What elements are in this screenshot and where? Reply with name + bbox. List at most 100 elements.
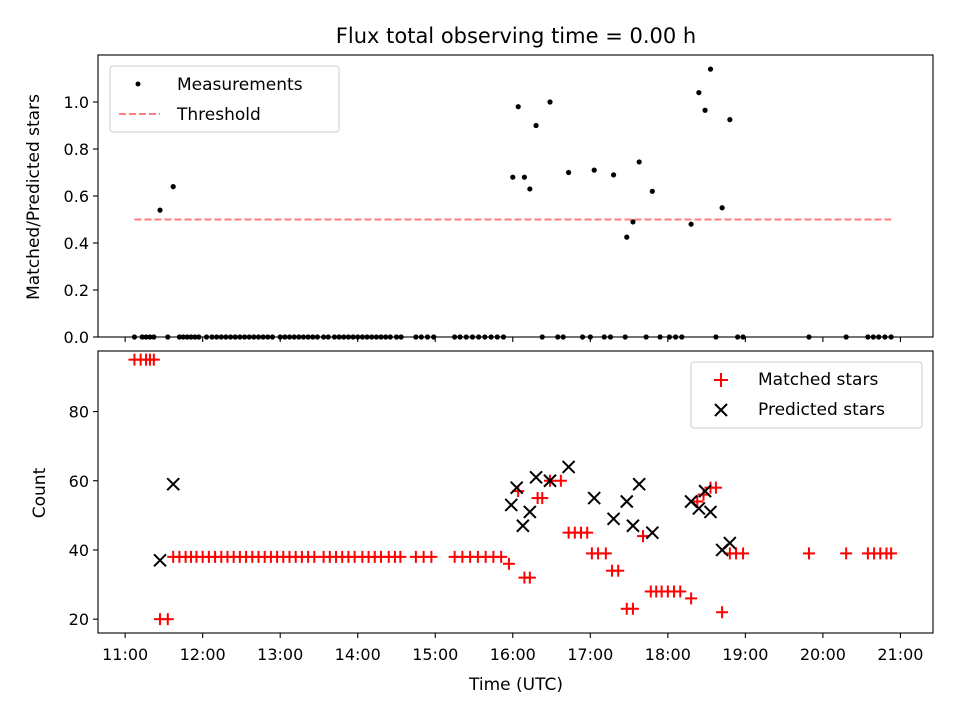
measurement-point (393, 334, 400, 340)
measurement-point (469, 334, 476, 340)
bottom-x-tick-label: 14:00 (335, 645, 381, 664)
matched-star-marker (495, 550, 508, 563)
measurement-point (657, 334, 663, 340)
measurement-point (865, 334, 871, 340)
predicted-star-marker (692, 501, 706, 516)
measurement-point (227, 334, 234, 340)
bottom-y-axis-label: Count (30, 467, 50, 518)
measurement-point (203, 334, 210, 340)
top-legend: Measurements Threshold (109, 65, 340, 133)
measurement-point (806, 334, 812, 340)
measurement-point (521, 174, 528, 180)
top-y-tick-label: 0.0 (64, 328, 89, 347)
measurement-point (369, 334, 375, 340)
bottom-legend: Matched stars Predicted stars (690, 361, 923, 429)
measurement-point (482, 334, 488, 340)
measurement-point (707, 66, 714, 72)
measurement-point (610, 172, 617, 178)
measurement-point (888, 334, 894, 340)
predicted-star-marker (703, 505, 718, 519)
measurement-point (188, 334, 194, 340)
measurement-point (740, 334, 746, 340)
measurement-point (184, 334, 190, 340)
measurement-point (672, 334, 679, 340)
measurement-point (649, 188, 655, 194)
measurement-point (413, 334, 419, 340)
bottom-y-tick-label: 80 (69, 403, 89, 422)
matched-star-marker (523, 571, 536, 584)
predicted-star-marker (587, 491, 601, 505)
top-panel: 0.0 0.2 0.4 0.6 0.8 1.0 Matched/Predicted sta… (24, 54, 934, 347)
measurement-point (555, 334, 561, 340)
matched-star-marker (536, 492, 549, 505)
top-y-axis-label: Matched/Predicted stars (24, 94, 44, 300)
legend-predicted-label: Predicted stars (758, 400, 885, 420)
measurement-point (232, 334, 238, 340)
measurement-point (176, 334, 183, 340)
top-y-tick-label: 1.0 (64, 93, 89, 112)
measurement-point (727, 117, 733, 123)
measurement-point (547, 99, 553, 105)
measurement-point (607, 334, 614, 340)
matched-star-marker (637, 530, 650, 543)
top-y-tick-label: 0.8 (64, 140, 89, 159)
predicted-star-marker (645, 525, 660, 540)
measurement-point (457, 334, 463, 340)
bottom-x-tick-label: 20:00 (800, 645, 846, 664)
measurement-point (476, 334, 482, 340)
legend-measurements-label: Measurements (177, 75, 303, 95)
measurement-point (373, 334, 379, 340)
measurement-point (291, 334, 297, 340)
measurement-point (643, 334, 649, 340)
bottom-x-ticks: 11:00 12:00 13:00 14:00 15:00 16:00 17:00 18:00… (102, 633, 923, 664)
matched-star-marker (394, 550, 407, 563)
predicted-star-marker (523, 505, 537, 519)
measurement-point (170, 184, 176, 190)
measurement-point (579, 334, 586, 340)
top-legend-box (109, 65, 340, 133)
measurement-point (630, 219, 636, 225)
top-y-tick-label: 0.4 (64, 234, 89, 253)
matched-star-marker (840, 547, 853, 560)
measurement-point (305, 334, 311, 340)
bottom-x-tick-label: 18:00 (645, 645, 691, 664)
predicted-legend-marker (714, 403, 728, 417)
measurement-point (192, 334, 198, 340)
matched-star-marker (737, 547, 750, 560)
measurements-legend-marker (135, 81, 141, 87)
measurement-point (624, 234, 630, 240)
bottom-x-tick-label: 17:00 (567, 645, 613, 664)
measurement-point (539, 334, 545, 340)
predicted-star-marker (504, 498, 518, 512)
matched-star-marker (554, 474, 567, 487)
top-y-tick-label: 0.2 (64, 281, 89, 300)
measurement-point (463, 334, 469, 340)
measurement-point (218, 334, 224, 340)
measurement-point (336, 334, 342, 340)
measurement-point (696, 90, 702, 96)
matched-stars-layer (128, 353, 898, 626)
measurement-point (223, 334, 229, 340)
bottom-axes-frame (97, 350, 934, 634)
measurement-point (452, 334, 458, 340)
measurement-point (418, 334, 424, 340)
measurement-point (209, 334, 215, 340)
measurement-point (424, 334, 431, 340)
measurement-point (510, 174, 516, 180)
measurement-point (214, 334, 220, 340)
measurement-point (359, 334, 365, 340)
bottom-x-tick-label: 11:00 (102, 645, 148, 664)
measurement-point (636, 159, 642, 165)
measurement-point (515, 104, 521, 110)
legend-matched-label: Matched stars (758, 370, 878, 390)
measurement-point (560, 334, 566, 340)
bottom-x-tick-label: 15:00 (412, 645, 458, 664)
measurement-point (488, 334, 494, 340)
measurement-point (269, 334, 276, 340)
top-x-ticks (124, 337, 901, 342)
bottom-legend-box (690, 361, 923, 429)
measurement-point (325, 334, 331, 340)
measurement-point (719, 205, 725, 211)
